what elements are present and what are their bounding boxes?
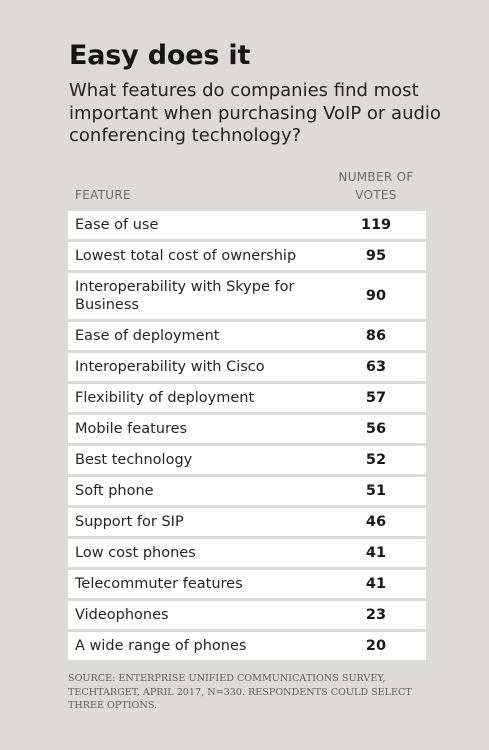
votes-value: 90 xyxy=(365,288,387,304)
votes-value: 63 xyxy=(365,359,387,375)
feature-label: Telecommuter features xyxy=(75,576,243,592)
votes-value: 23 xyxy=(365,607,387,623)
table-row: Ease of deployment 86 xyxy=(68,322,426,350)
feature-label: Videophones xyxy=(75,607,169,623)
votes-value: 56 xyxy=(365,421,387,437)
feature-label: Mobile features xyxy=(75,421,188,437)
table-row: Flexibility of deployment 57 xyxy=(68,384,426,412)
votes-value: 51 xyxy=(365,483,387,499)
feature-votes-table: Ease of use 119 Lowest total cost of owner… xyxy=(68,211,426,663)
votes-value: 57 xyxy=(365,390,387,406)
feature-label: Ease of use xyxy=(75,217,159,233)
feature-label: Lowest total cost of ownership xyxy=(75,248,297,264)
feature-label: Best technology xyxy=(75,452,193,468)
feature-label: Ease of deployment xyxy=(75,328,220,344)
feature-label: Support for SIP xyxy=(75,514,184,530)
votes-value: 119 xyxy=(360,217,392,233)
table-row: Ease of use 119 xyxy=(68,211,426,239)
table-row: Mobile features 56 xyxy=(68,415,426,443)
feature-label: Low cost phones xyxy=(75,545,196,561)
chart-subtitle: What features do companies find most imp… xyxy=(69,80,441,146)
table-row: Interoperability with Cisco 63 xyxy=(68,353,426,381)
votes-value: 52 xyxy=(365,452,387,468)
table-row: Interoperability with Skype for Business… xyxy=(68,273,426,319)
votes-value: 86 xyxy=(365,328,387,344)
feature-label: Interoperability with Cisco xyxy=(75,359,265,375)
votes-value: 20 xyxy=(365,638,387,654)
votes-value: 41 xyxy=(365,576,387,592)
votes-value: 41 xyxy=(365,545,387,561)
table-row: Low cost phones 41 xyxy=(68,539,426,567)
chart-title: Easy does it xyxy=(69,40,251,71)
table-row: Support for SIP 46 xyxy=(68,508,426,536)
table-row: Lowest total cost of ownership 95 xyxy=(68,242,426,270)
votes-value: 95 xyxy=(365,248,387,264)
table-row: Telecommuter features 41 xyxy=(68,570,426,598)
votes-value: 46 xyxy=(365,514,387,530)
table-row: Best technology 52 xyxy=(68,446,426,474)
table-row: Soft phone 51 xyxy=(68,477,426,505)
feature-label: Soft phone xyxy=(75,483,154,499)
table-row: Videophones 23 xyxy=(68,601,426,629)
source-note: SOURCE: ENTERPRISE UNIFIED COMMUNICATION… xyxy=(68,673,412,711)
feature-label: A wide range of phones xyxy=(75,638,247,654)
column-header-feature: FEATURE xyxy=(75,188,131,202)
column-header-votes: NUMBER OF VOTES xyxy=(338,170,414,202)
table-row: A wide range of phones 20 xyxy=(68,632,426,660)
feature-label: Interoperability with Skype for Business xyxy=(75,279,295,313)
feature-label: Flexibility of deployment xyxy=(75,390,255,406)
